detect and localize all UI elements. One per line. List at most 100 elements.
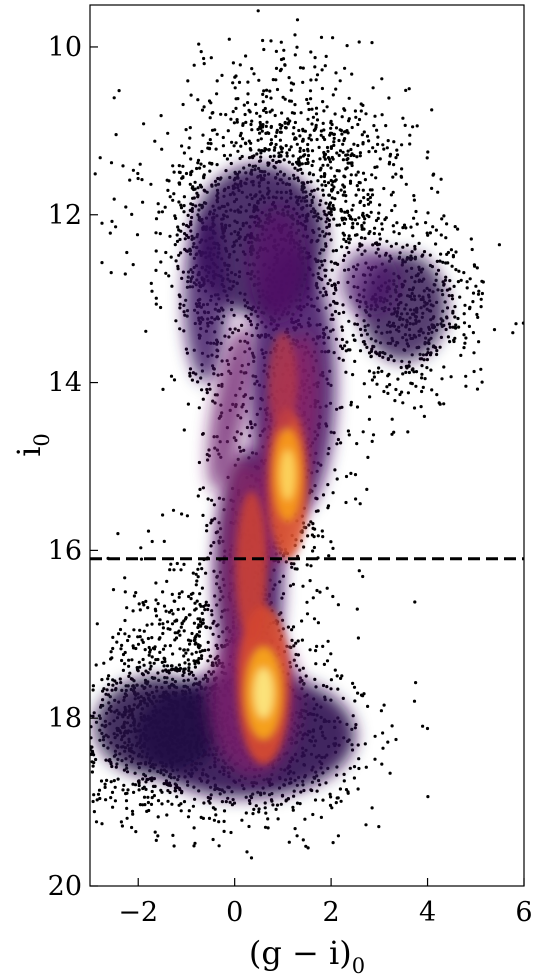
scatter-point <box>412 216 416 220</box>
scatter-point <box>326 504 331 508</box>
scatter-point <box>154 581 158 585</box>
scatter-point <box>373 226 377 230</box>
scatter-point <box>200 388 204 392</box>
scatter-point <box>346 149 350 153</box>
scatter-point <box>338 149 343 153</box>
scatter-point <box>169 562 173 566</box>
scatter-point <box>199 656 204 661</box>
scatter-point <box>394 737 398 742</box>
scatter-point <box>361 430 365 434</box>
scatter-point <box>247 156 252 160</box>
scatter-point <box>104 798 108 802</box>
scatter-point <box>246 316 250 321</box>
scatter-point <box>247 824 251 829</box>
scatter-point <box>352 142 356 146</box>
scatter-point <box>292 644 296 648</box>
scatter-point <box>141 673 145 677</box>
scatter-point <box>180 789 184 794</box>
scatter-point <box>178 666 183 671</box>
scatter-point <box>163 659 167 664</box>
scatter-point <box>202 105 206 109</box>
scatter-point <box>370 439 374 443</box>
scatter-point <box>134 830 138 834</box>
scatter-point <box>447 294 451 298</box>
scatter-point <box>333 197 337 201</box>
scatter-point <box>462 312 466 316</box>
scatter-point <box>154 268 158 272</box>
scatter-point <box>435 349 439 353</box>
scatter-point <box>323 157 327 161</box>
scatter-point <box>149 182 153 186</box>
scatter-point <box>196 195 200 199</box>
scatter-point <box>119 647 123 651</box>
scatter-point <box>263 825 268 829</box>
scatter-point <box>330 806 334 810</box>
scatter-point <box>198 644 202 648</box>
scatter-point <box>254 804 258 808</box>
scatter-point <box>193 797 197 801</box>
scatter-point <box>479 297 483 301</box>
scatter-point <box>137 788 141 792</box>
scatter-point <box>96 792 101 796</box>
scatter-point <box>347 96 351 100</box>
scatter-point <box>377 825 381 829</box>
scatter-point <box>136 171 140 176</box>
scatter-point <box>419 405 423 409</box>
scatter-point <box>348 766 352 770</box>
scatter-point <box>160 147 164 151</box>
scatter-point <box>190 209 194 213</box>
scatter-point <box>255 111 259 115</box>
scatter-point <box>355 442 359 446</box>
scatter-point <box>450 264 454 268</box>
scatter-point <box>169 608 174 613</box>
scatter-point <box>199 620 203 624</box>
scatter-point <box>475 387 480 391</box>
scatter-point <box>453 315 457 319</box>
scatter-point <box>91 684 95 688</box>
scatter-point <box>336 603 340 607</box>
scatter-point <box>179 809 183 813</box>
scatter-point <box>122 783 126 788</box>
scatter-point <box>173 789 178 793</box>
scatter-point <box>337 169 341 173</box>
scatter-point <box>99 779 104 783</box>
scatter-point <box>240 818 244 822</box>
scatter-point <box>128 178 132 182</box>
scatter-point <box>331 594 335 599</box>
scatter-point <box>441 260 445 264</box>
scatter-point <box>193 608 197 612</box>
scatter-point <box>188 367 193 371</box>
scatter-point <box>394 387 398 392</box>
scatter-point <box>173 638 177 642</box>
scatter-point <box>244 142 248 146</box>
scatter-point <box>189 229 193 233</box>
scatter-point <box>332 431 336 435</box>
scatter-point <box>374 351 378 355</box>
scatter-point <box>132 628 136 632</box>
scatter-point <box>444 236 448 240</box>
scatter-point <box>325 225 329 229</box>
scatter-point <box>435 352 439 357</box>
scatter-point <box>428 231 432 235</box>
scatter-point <box>150 289 154 293</box>
scatter-point <box>328 160 332 164</box>
scatter-point <box>302 148 306 153</box>
scatter-point <box>412 370 416 374</box>
scatter-point <box>349 403 353 407</box>
scatter-point <box>257 148 261 152</box>
scatter-point <box>187 666 191 670</box>
scatter-point <box>194 641 198 645</box>
scatter-point <box>329 126 333 130</box>
scatter-point <box>290 565 294 569</box>
scatter-point <box>164 609 168 613</box>
scatter-point <box>203 648 207 653</box>
scatter-point <box>319 175 323 179</box>
scatter-point <box>212 569 216 573</box>
scatter-point <box>156 602 160 606</box>
scatter-point <box>235 120 239 124</box>
scatter-point <box>141 777 145 781</box>
scatter-point <box>95 622 99 626</box>
scatter-point <box>469 237 473 241</box>
scatter-point <box>211 837 215 842</box>
scatter-point <box>109 271 113 275</box>
